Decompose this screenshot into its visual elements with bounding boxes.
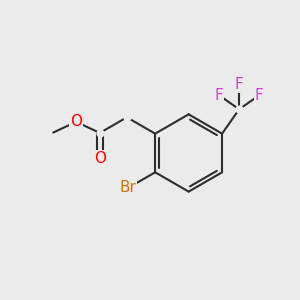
Text: O: O [94,151,106,166]
Text: Br: Br [120,180,136,195]
Text: F: F [235,77,244,92]
Text: F: F [215,88,224,103]
Text: O: O [70,114,82,129]
Text: F: F [255,88,263,103]
